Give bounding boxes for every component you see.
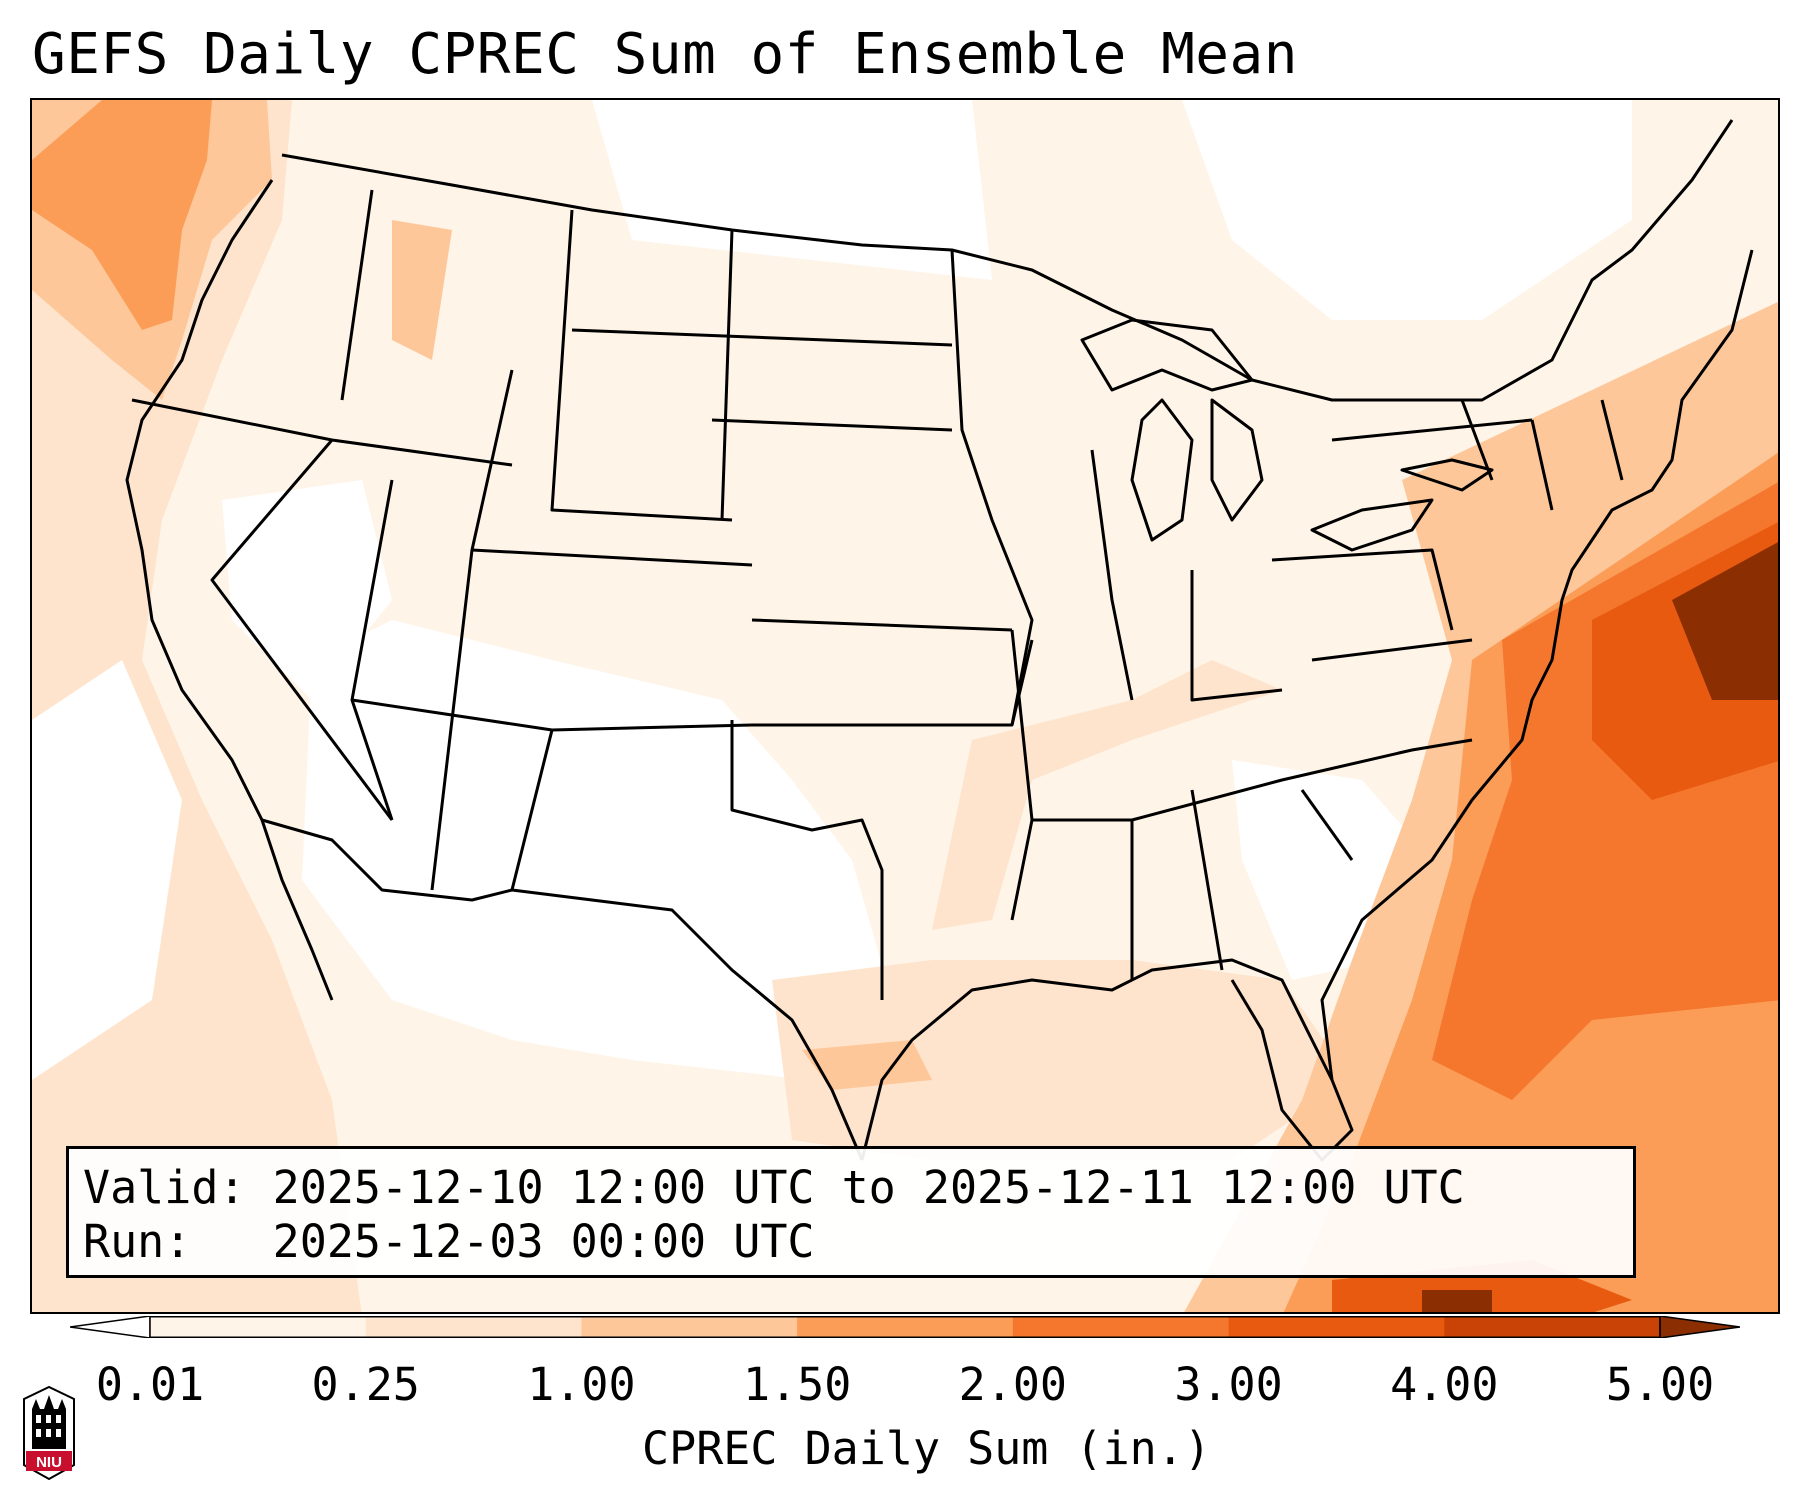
niu-logo-text: NIU xyxy=(36,1454,62,1471)
state-boundaries xyxy=(125,119,1754,1162)
colorbar-segment xyxy=(797,1316,1014,1338)
colorbar-tick-label: 1.50 xyxy=(742,1358,852,1411)
precip-dry-canada-east xyxy=(1182,100,1632,320)
colorbar-outline xyxy=(149,1316,1661,1338)
precip-dry-north xyxy=(592,100,992,280)
colorbar-tick-label: 0.01 xyxy=(95,1358,205,1411)
validity-info-box: Valid: 2025-12-10 12:00 UTC to 2025-12-1… xyxy=(66,1146,1636,1278)
precip-idaho xyxy=(392,220,452,360)
precip-mississippi xyxy=(932,660,1282,930)
precip-caribbean-max xyxy=(1422,1290,1492,1312)
colorbar-tick-label: 0.25 xyxy=(311,1358,420,1411)
colorbar-extend-low xyxy=(70,1316,151,1338)
precip-gulf-mid xyxy=(802,1040,932,1090)
colorbar-segment xyxy=(365,1316,582,1338)
colorbar-tick-label: 2.00 xyxy=(958,1358,1068,1411)
colorbar-extend-high xyxy=(1659,1316,1740,1338)
colorbar-tick-label: 5.00 xyxy=(1605,1358,1715,1411)
colorbar-tick-label: 4.00 xyxy=(1390,1358,1499,1411)
colorbar-tick-label: 1.00 xyxy=(527,1358,636,1411)
precip-map xyxy=(32,100,1778,1312)
run-value: 2025-12-03 00:00 UTC xyxy=(272,1215,815,1268)
colorbar-segment xyxy=(581,1316,798,1338)
run-label: Run: xyxy=(83,1215,192,1268)
precip-atlantic-max xyxy=(1672,542,1778,700)
colorbar-label: CPREC Daily Sum (in.) xyxy=(642,1422,1211,1475)
precip-gulf-light xyxy=(772,960,1352,1160)
colorbar-tick-label: 3.00 xyxy=(1174,1358,1283,1411)
colorbar-segment xyxy=(1444,1316,1661,1338)
precip-dry-nevada xyxy=(222,480,392,700)
run-row: Run: 2025-12-03 00:00 UTC xyxy=(83,1215,1619,1269)
valid-value: 2025-12-10 12:00 UTC to 2025-12-11 12:00… xyxy=(272,1161,1465,1214)
colorbar-segment xyxy=(1012,1316,1230,1338)
valid-row: Valid: 2025-12-10 12:00 UTC to 2025-12-1… xyxy=(83,1161,1619,1215)
valid-label: Valid: xyxy=(83,1161,246,1214)
colorbar xyxy=(70,1316,1740,1338)
map-panel[interactable] xyxy=(30,98,1780,1314)
colorbar-segment xyxy=(1228,1316,1445,1338)
precip-dry-pacific-south xyxy=(32,660,182,1080)
map-title: GEFS Daily CPREC Sum of Ensemble Mean xyxy=(32,22,1298,87)
colorbar-segment xyxy=(150,1316,367,1338)
niu-logo: NIU xyxy=(23,1385,75,1481)
precip-pnw-heavy xyxy=(32,100,212,330)
